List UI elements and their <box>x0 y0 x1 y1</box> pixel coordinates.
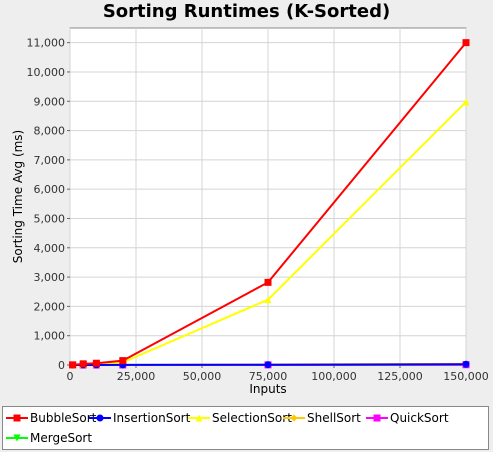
legend-marker <box>290 414 298 422</box>
legend-swatch-mergesort <box>6 434 28 442</box>
bubblesort-point <box>92 359 100 367</box>
x-tick-label: 75,000 <box>249 370 288 383</box>
series <box>69 39 470 369</box>
legend-marker <box>195 414 203 422</box>
legend-swatch-selectionsort <box>188 414 210 422</box>
y-tick-label: 8,000 <box>34 125 66 138</box>
legend-label: MergeSort <box>30 431 93 445</box>
legend-label: QuickSort <box>390 411 449 425</box>
x-tick-label: 100,000 <box>311 370 357 383</box>
legend-swatch-shellsort <box>283 414 305 422</box>
y-tick-label: 2,000 <box>34 300 66 313</box>
x-tick-label: 0 <box>67 370 74 383</box>
y-tick-label: 4,000 <box>34 242 66 255</box>
y-tick-label: 1,000 <box>34 330 66 343</box>
y-tick-label: 7,000 <box>34 154 66 167</box>
selectionsort-point <box>462 98 470 106</box>
x-tick-label: 125,000 <box>377 370 423 383</box>
y-tick-label: 9,000 <box>34 95 66 108</box>
bubblesort-point <box>462 39 470 47</box>
legend-marker <box>373 414 381 422</box>
x-tick-label: 150,000 <box>443 370 489 383</box>
legend-marker <box>13 414 21 422</box>
axes: 0 1,000 2,000 3,000 4,000 5,000 6,000 7,000 8,00… <box>27 37 489 383</box>
legend-swatch-quicksort <box>366 414 388 422</box>
legend-item-quicksort: QuickSort <box>366 411 449 425</box>
y-tick-label: 0 <box>58 359 65 372</box>
x-tick-label: 50,000 <box>183 370 222 383</box>
legend-item-bubblesort: BubbleSort <box>6 411 96 425</box>
legend-marker <box>96 414 104 422</box>
y-tick-label: 6,000 <box>34 183 66 196</box>
line-chart: 0 1,000 2,000 3,000 4,000 5,000 6,000 7,000 8,00… <box>11 27 489 396</box>
x-tick-label: 25,000 <box>117 370 156 383</box>
x-axis-label: Inputs <box>249 382 286 396</box>
bubblesort-point <box>264 278 272 286</box>
y-tick-label: 11,000 <box>27 37 66 50</box>
legend-label: BubbleSort <box>30 411 97 425</box>
legend-item-shellsort: ShellSort <box>283 411 361 425</box>
insertionsort-point <box>264 361 272 369</box>
grid <box>69 28 467 366</box>
series-bubblesort <box>69 39 470 369</box>
selectionsort-point <box>264 296 272 304</box>
legend-marker <box>13 434 21 442</box>
bubblesort-point <box>69 361 77 369</box>
y-tick-label: 3,000 <box>34 271 66 284</box>
bubblesort-point <box>79 360 87 368</box>
legend-item-mergesort: MergeSort <box>6 431 92 445</box>
legend-swatch-insertionsort <box>89 414 111 422</box>
legend-swatch-bubblesort <box>6 414 28 422</box>
chart-title: Sorting Runtimes (K-Sorted) <box>102 1 391 22</box>
legend-label: InsertionSort <box>113 411 191 425</box>
legend-item-selectionsort: SelectionSort <box>188 411 292 425</box>
y-axis-label: Sorting Time Avg (ms) <box>11 130 25 264</box>
insertionsort-point <box>462 360 470 368</box>
legend: BubbleSort InsertionSort SelectionSort Shel… <box>2 406 489 450</box>
legend-label: ShellSort <box>307 411 361 425</box>
legend-label: SelectionSort <box>212 411 292 425</box>
y-tick-label: 10,000 <box>27 66 66 79</box>
legend-item-insertionsort: InsertionSort <box>89 411 190 425</box>
y-tick-label: 5,000 <box>34 212 66 225</box>
bubblesort-point <box>119 357 127 365</box>
